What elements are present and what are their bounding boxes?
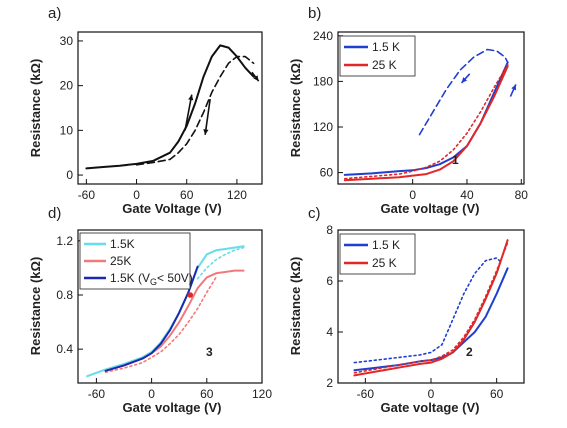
curve-annotation: 1 [452, 153, 459, 167]
y-axis-label: Resistance (kΩ) [288, 257, 303, 356]
legend-label: 1.5 K [372, 40, 400, 54]
series-line-1 [135, 55, 255, 166]
legend: 1.5 K 25 K [339, 233, 416, 275]
legend-label-text: 25 K [372, 256, 397, 270]
series-line-0 [85, 44, 255, 170]
series-line-4 [104, 265, 199, 372]
curve-annotation: 2 [466, 345, 473, 359]
sweep-arrow [184, 94, 193, 131]
x-tick-label: 0 [148, 387, 155, 401]
sweep-arrowhead [511, 84, 517, 91]
legend-label-text: 1.5 K [372, 238, 400, 252]
legend-label: 25K [110, 254, 131, 268]
legend-label: 1.5 K [372, 238, 400, 252]
x-axis-label: Gate Voltage (V) [122, 201, 221, 216]
y-tick-label: 60 [320, 166, 334, 180]
series-line-1 [418, 48, 509, 136]
chart-panel-1: b) 0 40 80 60 120 180 240 Gate voltage (V) Resist… [288, 5, 528, 216]
x-tick-label: 120 [227, 188, 247, 202]
series-line-2 [343, 65, 509, 182]
legend-label: 1.5K (VG< 50V) [110, 271, 193, 287]
legend: 1.5 K 25 K [339, 35, 416, 77]
y-tick-label: 0 [66, 168, 73, 182]
panel-label: c) [308, 205, 321, 222]
y-axis-label: Resistance (kΩ) [288, 59, 303, 158]
x-tick-label: -60 [78, 188, 96, 202]
plot-frame [337, 31, 525, 185]
y-tick-label: 4 [326, 325, 333, 339]
y-tick-label: 6 [326, 274, 333, 288]
series-line-2 [353, 239, 509, 377]
legend-label-text: 1.5K (V [110, 271, 150, 285]
x-axis-label: Gate voltage (V) [381, 400, 480, 415]
series-line-3 [104, 276, 217, 374]
legend-box [339, 35, 416, 77]
y-tick-label: 2 [326, 376, 333, 390]
x-tick-label: 60 [490, 387, 504, 401]
y-tick-label: 120 [313, 120, 333, 134]
x-tick-label: -60 [357, 387, 375, 401]
x-tick-label: 60 [180, 188, 194, 202]
panel-label: a) [48, 5, 61, 22]
y-tick-label: 180 [313, 74, 333, 88]
plot-frame [77, 229, 263, 384]
panel-label: b) [308, 5, 321, 22]
chart-panel-3: c) -60 0 60 2 4 6 8 Gate voltage (V) Resistance (… [288, 205, 525, 415]
x-axis-label: Gate voltage (V) [381, 201, 480, 216]
data-marker [187, 292, 194, 298]
y-tick-label: 240 [313, 29, 333, 43]
legend-label-tail: < 50V) [157, 271, 193, 285]
sweep-arrow [204, 98, 211, 135]
legend-box [339, 233, 416, 275]
y-tick-label: 30 [60, 34, 74, 48]
x-tick-label: 40 [460, 188, 474, 202]
series-line-0 [353, 267, 509, 372]
legend-label: 25 K [372, 256, 397, 270]
y-tick-label: 0.8 [56, 288, 73, 302]
x-tick-label: 60 [200, 387, 214, 401]
x-tick-label: -60 [88, 387, 106, 401]
legend-label-text: 1.5K [110, 237, 135, 251]
sweep-arrowhead [461, 77, 468, 83]
x-tick-label: 0 [133, 188, 140, 202]
legend-label-text: 1.5 K [372, 40, 400, 54]
legend: 1.5K 25K 1.5K (VG< 50V) [79, 232, 193, 290]
y-tick-label: 20 [60, 79, 74, 93]
sweep-arrowhead [188, 94, 194, 101]
series-line-1 [196, 246, 245, 280]
x-tick-label: 80 [515, 188, 529, 202]
panel-label: d) [48, 205, 61, 222]
sweep-arrowhead [253, 75, 259, 82]
x-tick-label: 120 [252, 387, 272, 401]
curve-annotation: 3 [206, 345, 213, 359]
sweep-arrowhead [203, 129, 209, 135]
chart-panel-2: d) -60 0 60 120 0.4 0.8 1.2 Gate voltage (V) Resi… [28, 205, 272, 415]
x-tick-label: 0 [409, 188, 416, 202]
x-axis-label: Gate voltage (V) [123, 400, 222, 415]
legend-label: 25 K [372, 58, 397, 72]
series-line-3 [353, 242, 509, 374]
legend-label-sub: G [150, 277, 157, 287]
series-line-3 [343, 63, 509, 180]
y-axis-label: Resistance (kΩ) [28, 59, 43, 158]
y-axis-label: Resistance (kΩ) [28, 257, 43, 356]
legend-label-text: 25K [110, 254, 131, 268]
series-line-1 [353, 257, 503, 364]
plot-frame [77, 31, 263, 185]
x-tick-label: 0 [428, 387, 435, 401]
y-tick-label: 8 [326, 223, 333, 237]
legend-label: 1.5K [110, 237, 135, 251]
legend-label-text: 25 K [372, 58, 397, 72]
y-tick-label: 10 [60, 123, 74, 137]
y-tick-label: 1.2 [56, 234, 73, 248]
chart-panel-0: a) -60 0 60 120 0 10 20 30 Gate Voltage (V) Resist… [28, 5, 263, 216]
y-tick-label: 0.4 [56, 342, 73, 356]
